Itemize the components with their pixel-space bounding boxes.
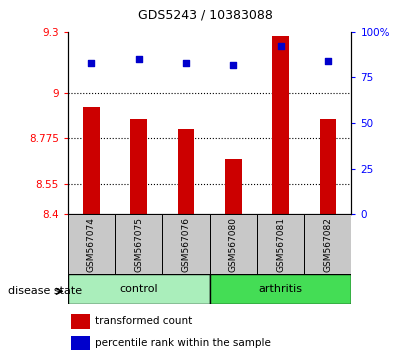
Text: GSM567076: GSM567076 [182, 217, 190, 272]
Text: GSM567080: GSM567080 [229, 217, 238, 272]
Bar [210, 214, 257, 274]
Point [325, 58, 331, 64]
Bar [257, 214, 304, 274]
Text: transformed count: transformed count [95, 316, 192, 326]
Bar [225, 160, 242, 214]
Bar [210, 274, 351, 304]
Text: GSM567074: GSM567074 [87, 217, 96, 272]
Text: GDS5243 / 10383088: GDS5243 / 10383088 [138, 9, 273, 22]
Bar [115, 214, 162, 274]
Text: percentile rank within the sample: percentile rank within the sample [95, 338, 271, 348]
Text: GSM567081: GSM567081 [276, 217, 285, 272]
Point [230, 62, 237, 68]
Bar [319, 119, 336, 214]
Point [277, 44, 284, 49]
Bar [68, 274, 210, 304]
Bar [71, 336, 90, 350]
Bar [162, 214, 210, 274]
Bar [304, 214, 351, 274]
Text: arthritis: arthritis [259, 284, 302, 295]
Text: GSM567082: GSM567082 [323, 217, 332, 272]
Bar [130, 119, 147, 214]
Bar [68, 214, 115, 274]
Bar [178, 129, 194, 214]
Bar [71, 314, 90, 329]
Bar [272, 36, 289, 214]
Point [88, 60, 95, 66]
Text: GSM567075: GSM567075 [134, 217, 143, 272]
Bar [83, 107, 100, 214]
Point [182, 60, 189, 66]
Text: control: control [120, 284, 158, 295]
Text: disease state: disease state [8, 286, 82, 296]
Point [136, 56, 142, 62]
